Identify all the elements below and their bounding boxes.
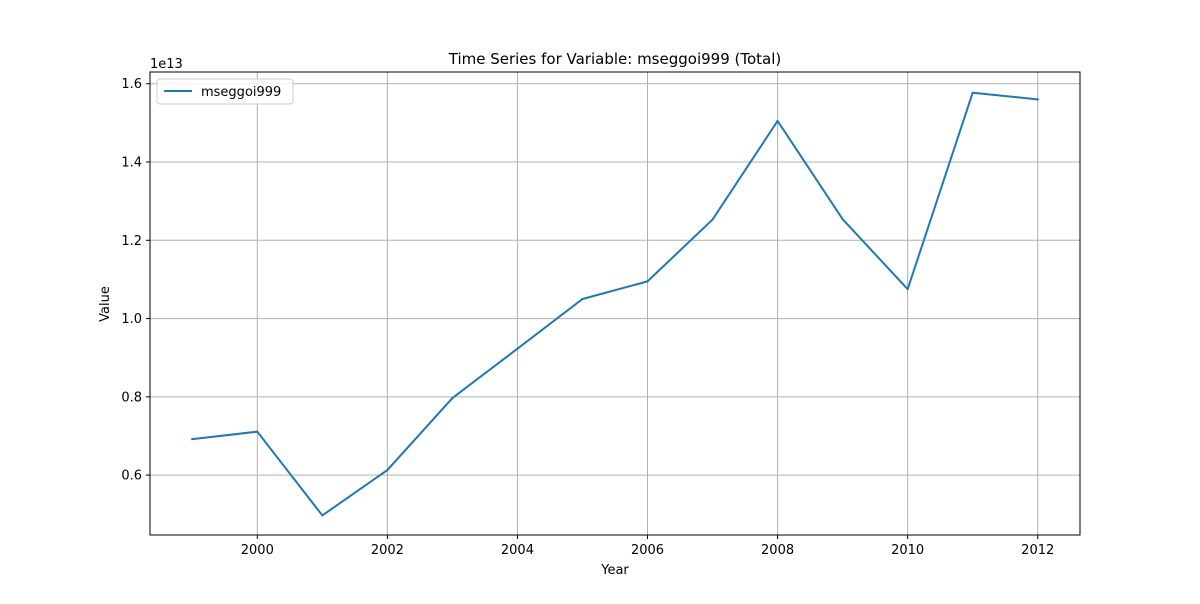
data-point: [451, 397, 454, 400]
x-tick-label: 2006: [631, 543, 664, 558]
y-tick-label: 1.6: [121, 77, 142, 92]
x-tick-label: 2002: [371, 543, 404, 558]
y-axis-ticks: 0.6 0.8 1.0 1.2 1.4 1.6: [121, 77, 150, 484]
x-tick-label: 2010: [891, 543, 924, 558]
data-point: [321, 514, 324, 517]
x-axis-ticks: 2000 2002 2004 2006 2008 2010 2012: [241, 535, 1054, 558]
legend: mseggoi999: [156, 78, 294, 105]
data-point: [971, 91, 974, 94]
x-tick-label: 2012: [1021, 543, 1054, 558]
legend-label: mseggoi999: [201, 85, 281, 100]
x-tick-label: 2008: [761, 543, 794, 558]
y-axis-offset-label: 1e13: [150, 57, 183, 72]
y-tick-label: 0.6: [121, 469, 142, 484]
series-line: [191, 91, 1039, 517]
series-lines: [191, 91, 1039, 517]
data-point: [906, 288, 909, 291]
y-tick-label: 1.0: [121, 312, 142, 327]
chart-title: Time Series for Variable: mseggoi999 (To…: [448, 50, 782, 68]
legend-box: [156, 78, 294, 105]
data-point: [191, 438, 194, 441]
grid: [150, 72, 1080, 535]
data-point: [516, 347, 519, 350]
data-point: [776, 119, 779, 122]
plot-frame: [149, 71, 1081, 536]
data-point: [386, 469, 389, 472]
y-tick-label: 1.4: [121, 156, 142, 171]
data-point: [711, 218, 714, 221]
data-point: [581, 297, 584, 300]
y-tick-label: 1.2: [121, 234, 142, 249]
y-axis-label: Value: [98, 286, 113, 322]
x-tick-label: 2000: [241, 543, 274, 558]
x-axis-label: Year: [600, 563, 629, 578]
y-tick-label: 0.8: [121, 390, 142, 405]
data-point: [1036, 98, 1039, 101]
data-point: [256, 430, 259, 433]
x-tick-label: 2004: [501, 543, 534, 558]
data-point: [646, 280, 649, 283]
data-point: [841, 218, 844, 221]
